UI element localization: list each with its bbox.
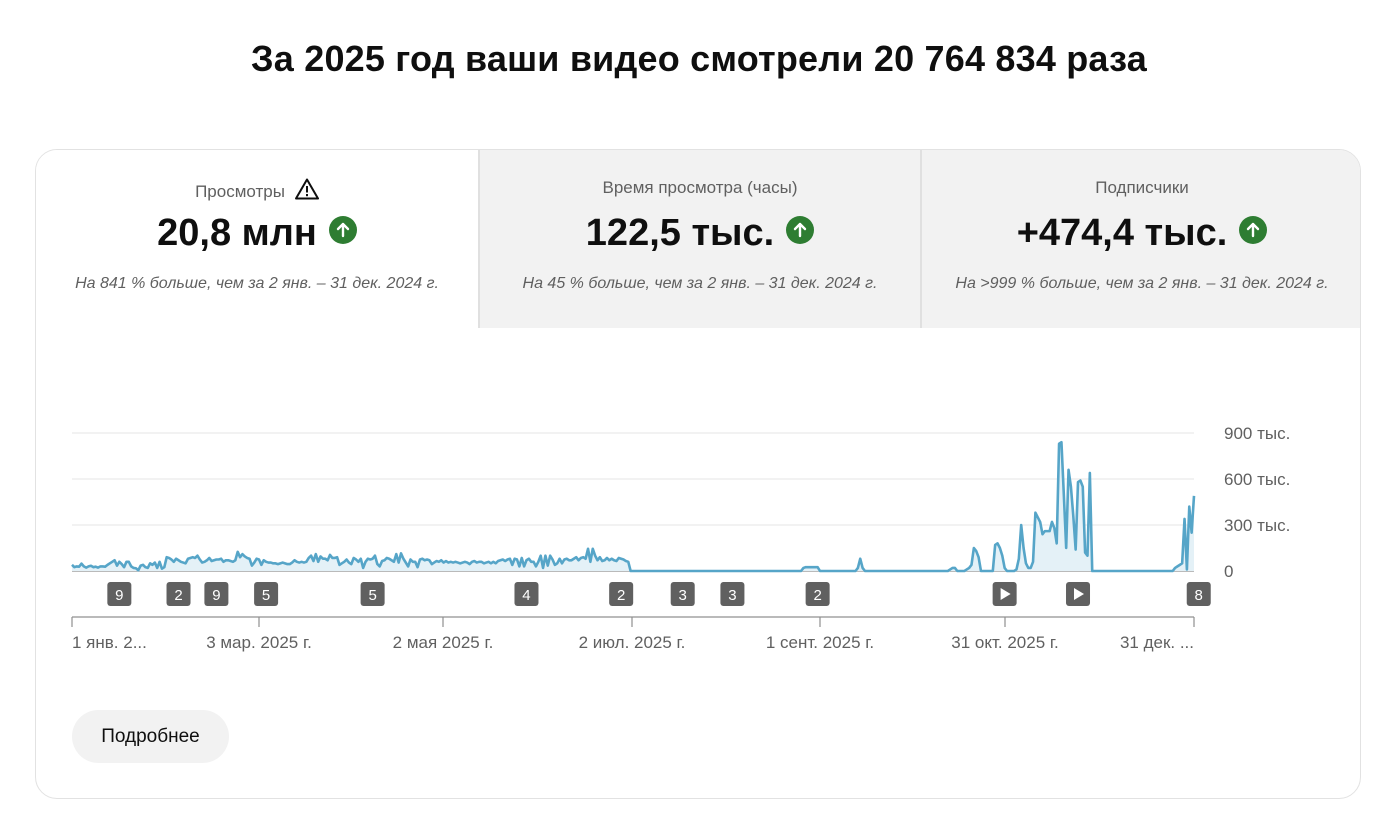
x-tick-label: 2 июл. 2025 г. bbox=[579, 633, 686, 652]
page-headline: За 2025 год ваши видео смотрели 20 764 8… bbox=[251, 38, 1147, 79]
event-marker bbox=[720, 582, 745, 606]
more-details-button[interactable]: Подробнее bbox=[72, 710, 229, 763]
tab-views-compare: На 841 % больше, чем за 2 янв. – 31 дек.… bbox=[75, 275, 439, 292]
tab-subscribers-value-row: +474,4 тыс. bbox=[922, 212, 1360, 255]
tab-subscribers-value: +474,4 тыс. bbox=[1016, 212, 1228, 254]
y-tick-label: 900 тыс. bbox=[1224, 424, 1290, 443]
tab-subscribers-label: Подписчики bbox=[1095, 178, 1189, 197]
tab-watch-time[interactable]: Время просмотра (часы) 122,5 тыс. На 45 … bbox=[478, 150, 920, 328]
event-marker bbox=[204, 582, 229, 606]
play-icon bbox=[1000, 588, 1011, 600]
event-marker bbox=[805, 582, 830, 606]
arrow-up-icon bbox=[786, 215, 815, 244]
warning-icon[interactable] bbox=[294, 178, 319, 205]
tab-subscribers[interactable]: Подписчики +474,4 тыс. На >999 % больше,… bbox=[920, 150, 1360, 328]
tab-subscribers-compare: На >999 % больше, чем за 2 янв. – 31 дек… bbox=[955, 275, 1329, 292]
play-icon bbox=[1074, 588, 1085, 600]
tab-views-value-row: 20,8 млн bbox=[36, 212, 478, 255]
event-marker-label: 5 bbox=[368, 587, 376, 604]
y-tick-label: 600 тыс. bbox=[1224, 470, 1290, 489]
tab-watch-time-value: 122,5 тыс. bbox=[585, 212, 775, 254]
event-marker-label: 9 bbox=[212, 587, 220, 604]
views-chart[interactable]: 900 тыс.600 тыс.300 тыс.09295542332861 я… bbox=[36, 328, 1360, 668]
tab-watch-time-compare: На 45 % больше, чем за 2 янв. – 31 дек. … bbox=[522, 275, 878, 292]
views-area bbox=[72, 442, 1194, 571]
event-marker-label: 3 bbox=[679, 587, 687, 604]
event-marker-label: 5 bbox=[262, 587, 270, 604]
x-tick-label: 3 мар. 2025 г. bbox=[206, 633, 312, 652]
event-marker bbox=[360, 582, 385, 606]
x-tick-label: 1 сент. 2025 г. bbox=[766, 633, 874, 652]
tab-views-label-row: Просмотры bbox=[36, 178, 478, 205]
x-tick-label: 2 мая 2025 г. bbox=[393, 633, 494, 652]
y-tick-label: 300 тыс. bbox=[1224, 516, 1290, 535]
event-marker-label: 2 bbox=[174, 587, 182, 604]
tab-views-label: Просмотры bbox=[195, 181, 285, 201]
arrow-up-icon bbox=[1239, 215, 1268, 244]
event-marker bbox=[107, 582, 132, 606]
tab-subscribers-label-row: Подписчики bbox=[922, 178, 1360, 198]
event-marker-label: 2 bbox=[617, 587, 625, 604]
analytics-card: Просмотры 20,8 млн На 841 % больше, чем … bbox=[35, 149, 1361, 799]
x-tick-label: 31 дек. ... bbox=[1120, 633, 1194, 652]
event-marker-label: 9 bbox=[115, 587, 123, 604]
arrow-up-icon bbox=[328, 215, 357, 244]
views-chart-svg: 900 тыс.600 тыс.300 тыс.09295542332861 я… bbox=[71, 424, 1290, 652]
tab-watch-time-value-row: 122,5 тыс. bbox=[480, 212, 920, 255]
event-marker-label: 4 bbox=[522, 587, 530, 604]
event-marker-label: 3 bbox=[728, 587, 736, 604]
y-tick-label: 0 bbox=[1224, 562, 1233, 581]
event-marker-label: 2 bbox=[813, 587, 821, 604]
event-marker bbox=[1186, 582, 1211, 606]
event-marker bbox=[166, 582, 191, 606]
event-marker bbox=[254, 582, 279, 606]
event-marker bbox=[670, 582, 695, 606]
metric-tabs: Просмотры 20,8 млн На 841 % больше, чем … bbox=[36, 150, 1360, 328]
tab-watch-time-label: Время просмотра (часы) bbox=[602, 178, 798, 197]
event-marker bbox=[609, 582, 634, 606]
views-line bbox=[71, 440, 1196, 573]
tab-watch-time-label-row: Время просмотра (часы) bbox=[480, 178, 920, 198]
x-tick-label: 31 окт. 2025 г. bbox=[951, 633, 1058, 652]
event-marker bbox=[514, 582, 539, 606]
x-tick-label: 1 янв. 2... bbox=[72, 633, 147, 652]
tab-views[interactable]: Просмотры 20,8 млн На 841 % больше, чем … bbox=[36, 150, 478, 328]
tab-views-value: 20,8 млн bbox=[157, 212, 317, 254]
event-marker-label: 8 bbox=[1195, 587, 1203, 604]
